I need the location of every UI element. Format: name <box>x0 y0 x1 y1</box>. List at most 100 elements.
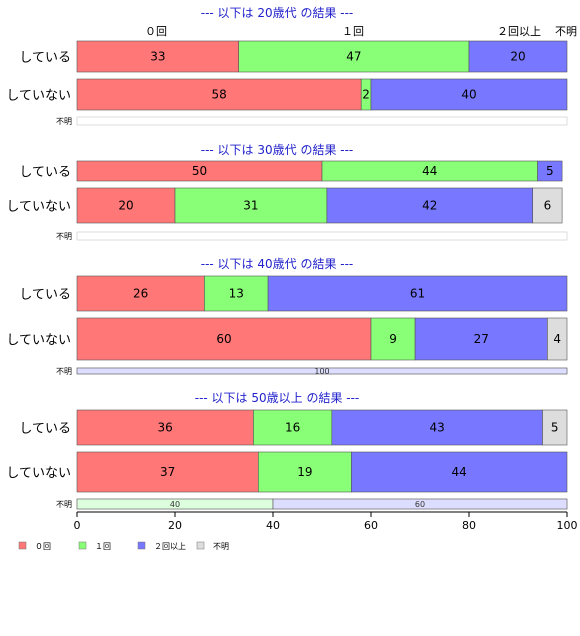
bar-row: していない 60 9 27 4 <box>6 317 568 361</box>
data-label: 2 <box>362 88 370 102</box>
bar-row: していない 58 2 40 <box>6 78 568 111</box>
bar-segment <box>76 367 568 375</box>
column-headers: ０回 １回 ２回以上 不明 <box>145 25 577 38</box>
data-label: 61 <box>410 287 425 301</box>
x-tick-label: 20 <box>168 519 182 532</box>
data-label: 60 <box>216 332 231 346</box>
x-axis: 0 20 40 60 80 100 <box>74 511 578 532</box>
bar-row: している 50 44 5 <box>19 160 563 182</box>
data-label: 100 <box>314 367 329 376</box>
bar-row: 不明 <box>56 231 568 241</box>
bar-segment <box>76 409 254 446</box>
legend-label: 不明 <box>213 542 229 551</box>
chart-groups: --- 以下は 20歳代 の結果 --- している 33 47 20 していない 58 2 40… <box>6 6 568 510</box>
bar-segment <box>370 78 568 111</box>
bar-segment <box>537 160 563 182</box>
data-label: 5 <box>546 164 554 178</box>
data-label: 9 <box>389 332 397 346</box>
column-header-0: ０回 <box>145 25 167 38</box>
group-title: --- 以下は 20歳代 の結果 --- <box>201 6 354 20</box>
legend-swatch <box>137 541 146 550</box>
x-tick-label: 80 <box>462 519 476 532</box>
row-label: していない <box>6 89 71 104</box>
data-label: 4 <box>553 332 561 346</box>
legend-swatch <box>196 541 205 550</box>
bar-row: している 36 16 43 5 <box>19 409 568 446</box>
bar-segment <box>542 409 568 446</box>
row-label: している <box>19 165 71 180</box>
bar-segment <box>204 275 269 312</box>
legend-label: ２回以上 <box>154 542 186 551</box>
bar-segment <box>326 187 533 224</box>
bar-segment <box>257 451 352 493</box>
bar-row: している 33 47 20 <box>19 40 568 73</box>
column-header-3: 不明 <box>555 25 577 38</box>
bar-row: していない 37 19 44 <box>6 451 568 493</box>
data-label: 19 <box>297 465 312 479</box>
x-tick-label: 60 <box>364 519 378 532</box>
row-label: している <box>19 51 71 66</box>
x-tick-label: 0 <box>74 519 81 532</box>
bar-row: 不明 100 <box>56 367 568 376</box>
data-label: 47 <box>346 50 361 64</box>
legend-swatch <box>18 541 27 550</box>
data-label: 33 <box>150 50 165 64</box>
group-title: --- 以下は 40歳代 の結果 --- <box>201 257 354 271</box>
legend-label: ０回 <box>35 542 51 551</box>
data-label: 50 <box>192 164 207 178</box>
row-label: 不明 <box>56 232 72 241</box>
row-label: 不明 <box>56 367 72 376</box>
data-label: 40 <box>461 88 476 102</box>
legend-label: １回 <box>95 542 111 551</box>
data-label: 43 <box>430 421 445 435</box>
row-label: していない <box>6 333 71 348</box>
bar-segment <box>76 187 176 224</box>
group-3: --- 以下は 50歳以上 の結果 --- している 36 16 43 5 していない 37 1… <box>6 391 568 510</box>
data-label: 44 <box>452 465 467 479</box>
data-label: 20 <box>510 50 525 64</box>
x-tick-label: 100 <box>557 519 578 532</box>
bar-segment <box>76 317 372 361</box>
group-0: --- 以下は 20歳代 の結果 --- している 33 47 20 していない 58 2 40… <box>6 6 568 126</box>
legend-swatch <box>78 541 87 550</box>
row-label: していない <box>6 466 71 481</box>
data-label: 60 <box>415 500 425 509</box>
bar-segment <box>370 317 416 361</box>
bar-row: 不明 40 60 <box>56 498 568 510</box>
data-label: 31 <box>243 199 258 213</box>
bar-segment <box>468 40 568 73</box>
bar-segment <box>414 317 548 361</box>
bar-row: 不明 <box>56 116 568 126</box>
group-2: --- 以下は 40歳代 の結果 --- している 26 13 61 していない 60 9 27… <box>6 257 568 376</box>
x-tick-label: 40 <box>266 519 280 532</box>
row-label: していない <box>6 200 71 215</box>
bar-segment <box>331 409 543 446</box>
bar-row: している 26 13 61 <box>19 275 568 312</box>
column-header-2: ２回以上 <box>497 25 541 38</box>
bar-segment <box>267 275 568 312</box>
data-label: 20 <box>118 199 133 213</box>
data-label: 37 <box>160 465 175 479</box>
bar-segment <box>238 40 470 73</box>
data-label: 26 <box>133 287 148 301</box>
group-title: --- 以下は 30歳代 の結果 --- <box>201 143 354 157</box>
row-label: 不明 <box>56 500 72 509</box>
data-label: 58 <box>211 88 226 102</box>
bar-row: していない 20 31 42 6 <box>6 187 563 224</box>
bar-segment <box>351 451 568 493</box>
row-label: している <box>19 288 71 303</box>
bar-segment <box>547 317 568 361</box>
row-label: 不明 <box>56 117 72 126</box>
column-header-1: １回 <box>342 25 364 38</box>
data-label: 27 <box>474 332 489 346</box>
bar-segment <box>76 40 239 73</box>
group-title: --- 以下は 50歳以上 の結果 --- <box>195 391 360 405</box>
row-frame <box>76 231 568 241</box>
data-label: 40 <box>170 500 180 509</box>
row-frame <box>76 116 568 126</box>
data-label: 44 <box>422 164 437 178</box>
data-label: 16 <box>285 421 300 435</box>
row-label: している <box>19 422 71 437</box>
data-label: 5 <box>551 421 559 435</box>
